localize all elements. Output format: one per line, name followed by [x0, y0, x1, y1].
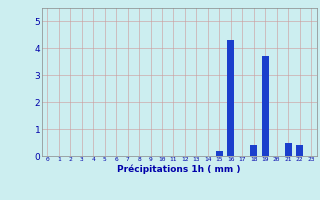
X-axis label: Précipitations 1h ( mm ): Précipitations 1h ( mm ) — [117, 164, 241, 174]
Bar — [285, 143, 292, 156]
Bar — [216, 151, 223, 156]
Bar — [262, 56, 268, 156]
Bar — [296, 145, 303, 156]
Bar — [250, 145, 257, 156]
Bar — [227, 40, 234, 156]
